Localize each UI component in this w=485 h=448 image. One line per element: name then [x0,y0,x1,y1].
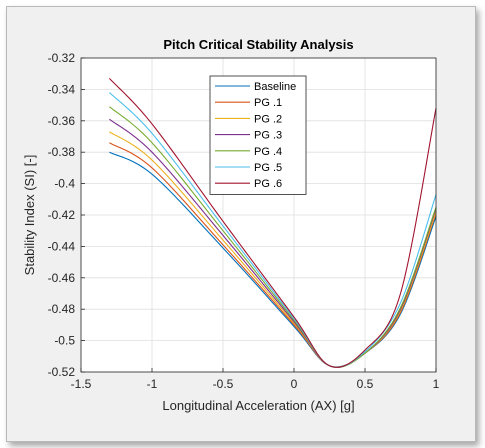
x-tick-label: -1.5 [71,377,92,391]
series-group [109,78,437,369]
chart-svg: -1.5 -1 -0.5 0 0.5 1 -0.32 -0.34 -0.36 -0.38 -0.4 -… [22,37,440,413]
x-tick-label: 0 [291,377,298,391]
x-axis-label: Longitudinal Acceleration (AX) [g] [162,398,354,413]
x-tick-label: 0.5 [357,377,374,391]
x-tick-label: 1 [433,377,440,391]
legend: Baseline PG .1 PG .2 PG .3 PG .4 PG .5 PG .6 [209,75,307,195]
y-tick-label: -0.5 [54,334,75,348]
legend-label: PG .1 [254,97,282,109]
legend-label: Baseline [254,81,296,93]
y-tick-label: -0.52 [48,365,76,379]
x-tick-label: -0.5 [213,377,234,391]
x-tick-label: -1 [147,377,158,391]
legend-label: PG .6 [254,178,282,190]
legend-label: PG .5 [254,162,282,174]
y-tick-label: -0.32 [48,51,76,65]
y-tick-label: -0.46 [48,271,76,285]
chart-title: Pitch Critical Stability Analysis [163,37,353,52]
y-axis-label: Stability Index (SI) [-] [22,155,37,276]
legend-label: PG .4 [254,146,282,158]
series-line-6 [109,78,437,368]
legend-box [209,75,307,195]
y-tick-label: -0.34 [48,82,76,96]
y-tick-label: -0.48 [48,302,76,316]
figure-window: -1.5 -1 -0.5 0 0.5 1 -0.32 -0.34 -0.36 -0.38 -0.4 -… [6,6,476,442]
y-tick-label: -0.44 [48,239,76,253]
y-tick-label: -0.38 [48,145,76,159]
y-tick-label: -0.4 [54,177,75,191]
legend-label: PG .2 [254,113,282,125]
y-tick-label: -0.36 [48,114,76,128]
ticks: -1.5 -1 -0.5 0 0.5 1 -0.32 -0.34 -0.36 -0.38 -0.4 -… [48,51,440,391]
y-tick-label: -0.42 [48,208,76,222]
legend-label: PG .3 [254,130,282,142]
